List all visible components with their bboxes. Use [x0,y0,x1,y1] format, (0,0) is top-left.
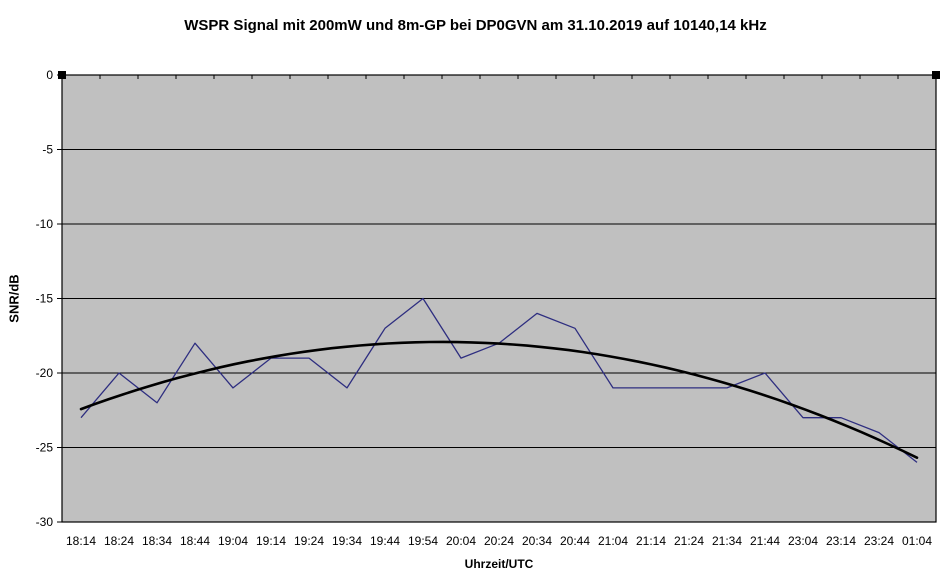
x-tick-label: 20:24 [484,534,514,548]
x-tick-label: 20:04 [446,534,476,548]
y-tick-label: 0 [46,68,53,82]
chart-title: WSPR Signal mit 200mW und 8m-GP bei DP0G… [184,17,767,34]
x-axis-title: Uhrzeit/UTC [464,557,534,571]
x-tick-label: 21:14 [636,534,666,548]
y-tick-label: -25 [36,441,54,455]
x-tick-label: 20:44 [560,534,590,548]
x-tick-label: 19:14 [256,534,286,548]
axis-handle-right [932,71,940,79]
x-tick-label: 18:24 [104,534,134,548]
x-tick-label: 21:24 [674,534,704,548]
x-tick-label: 21:44 [750,534,780,548]
y-tick-label: -15 [36,292,54,306]
y-tick-label: -10 [36,217,54,231]
x-tick-label: 19:24 [294,534,324,548]
x-tick-label: 23:04 [788,534,818,548]
trend-line [79,340,919,459]
x-tick-label: 18:44 [180,534,210,548]
x-tick-label: 19:54 [408,534,438,548]
x-tick-label: 19:04 [218,534,248,548]
x-tick-label: 23:14 [826,534,856,548]
y-tick-label: -20 [36,366,54,380]
x-tick-label: 01:04 [902,534,932,548]
y-tick-label: -5 [42,143,53,157]
x-tick-label: 21:04 [598,534,628,548]
y-tick-label: -30 [36,515,54,529]
axis-handle-left [58,71,66,79]
x-tick-label: 19:44 [370,534,400,548]
x-tick-label: 19:34 [332,534,362,548]
x-tick-label: 18:34 [142,534,172,548]
x-tick-label: 18:14 [66,534,96,548]
x-tick-label: 21:34 [712,534,742,548]
x-tick-label: 20:34 [522,534,552,548]
x-tick-label: 23:24 [864,534,894,548]
